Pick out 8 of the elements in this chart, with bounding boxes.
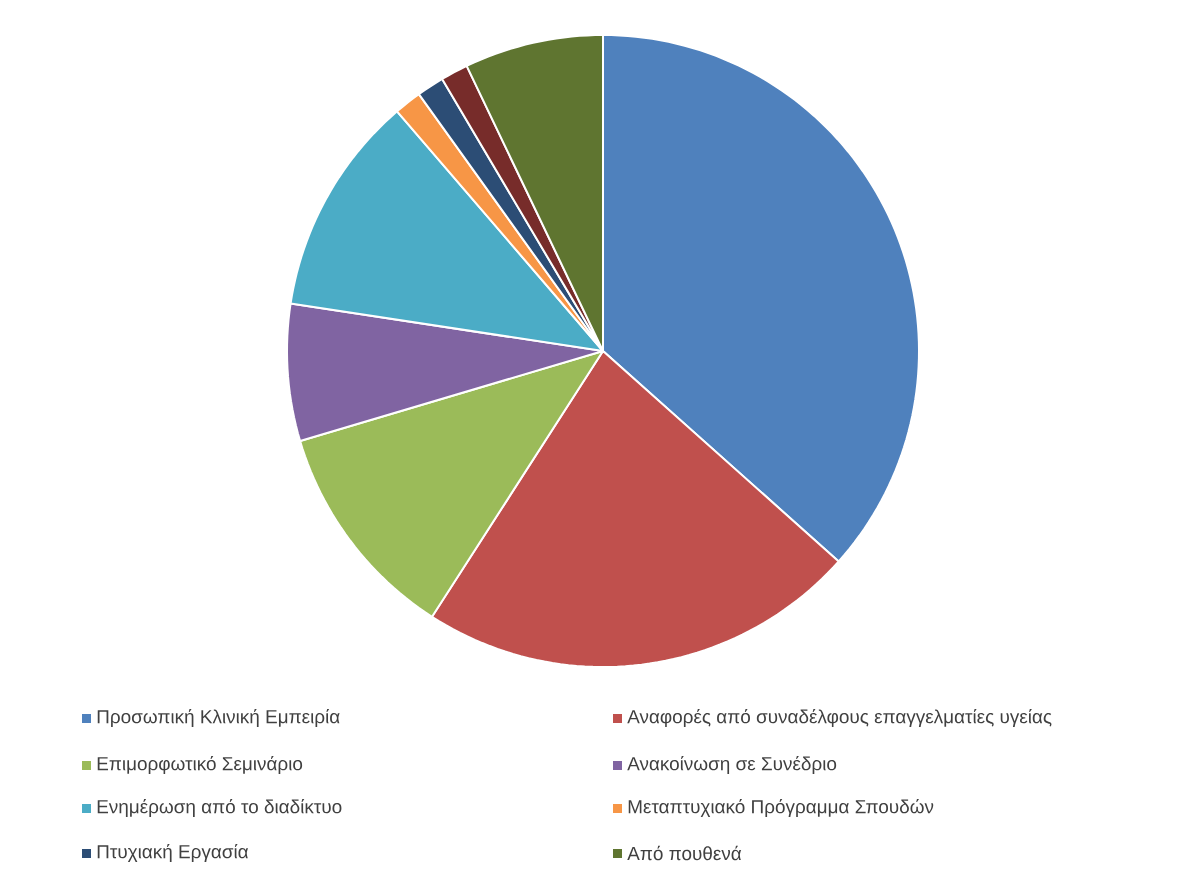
legend-label: Από πουθενά	[627, 845, 742, 861]
legend-label: Προσωπική Κλινική Εμπειρία	[97, 708, 340, 728]
legend-label: Ενημέρωση από το διαδίκτυο	[97, 798, 342, 818]
legend-label: Μεταπτυχιακό Πρόγραμμα Σπουδών	[628, 798, 934, 818]
legend-label: Ανακοίνωση σε Συνέδριο	[627, 755, 837, 775]
legend-label: Επιμορφωτικό Σεμινάριο	[97, 755, 303, 775]
legend-label: Αναφορές από συναδέλφους επαγγελματίες υγείας	[627, 708, 1052, 728]
legend-label: Πτυχιακή Εργασία	[97, 843, 249, 863]
